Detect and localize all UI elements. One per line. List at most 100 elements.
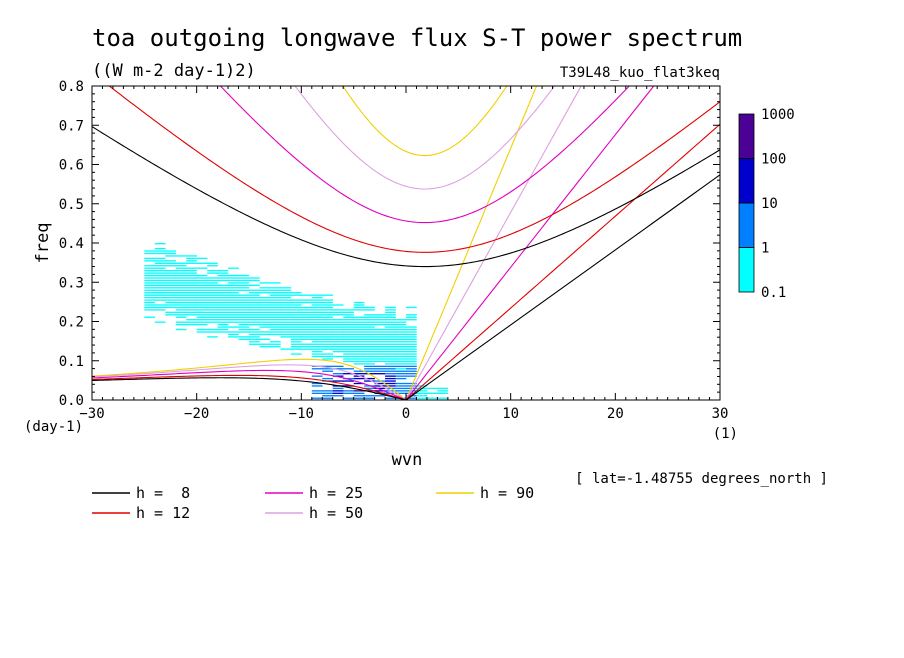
spectrum-cell-365 xyxy=(290,309,302,311)
spectrum-cell-167 xyxy=(207,296,218,299)
spectrum-cell-681 xyxy=(395,323,407,326)
spectrum-cell-89 xyxy=(175,287,187,289)
spectrum-cell-667 xyxy=(395,358,407,360)
spectrum-cell-429 xyxy=(322,390,334,392)
spectrum-cell-499 xyxy=(343,355,354,358)
spectrum-cell-666 xyxy=(395,360,407,363)
spectrum-cell-105 xyxy=(186,311,197,314)
spectrum-cell-218 xyxy=(228,299,239,301)
spectrum-cell-535 xyxy=(353,346,365,348)
spectrum-cell-93 xyxy=(175,277,187,279)
spectrum-cell-270 xyxy=(249,304,260,306)
spectrum-cell-603 xyxy=(374,346,386,348)
spectrum-cell-112 xyxy=(186,294,197,296)
spectrum-cell-655 xyxy=(395,390,407,392)
spectrum-cell-562 xyxy=(364,365,375,368)
spectrum-cell-378 xyxy=(301,331,313,333)
spectrum-cell-504 xyxy=(343,343,354,345)
spectrum-cell-615 xyxy=(374,314,386,316)
spectrum-cell-520 xyxy=(353,395,365,397)
x-unit-label: (1) xyxy=(713,426,738,442)
spectrum-cell-509 xyxy=(343,331,354,333)
spectrum-cell-727 xyxy=(437,390,449,392)
spectrum-cell-586 xyxy=(374,395,386,397)
spectrum-cell-651 xyxy=(385,309,396,311)
spectrum-cell-576 xyxy=(364,331,375,333)
spectrum-cell-461 xyxy=(332,392,344,394)
spectrum-cell-27 xyxy=(154,304,166,306)
spectrum-cell-10 xyxy=(144,287,156,289)
spectrum-cell-140 xyxy=(196,299,208,301)
spectrum-cell-212 xyxy=(228,314,239,316)
spectrum-cell-39 xyxy=(154,272,166,274)
spectrum-cell-312 xyxy=(269,316,281,318)
spectrum-cell-408 xyxy=(311,336,323,338)
spectrum-cell-131 xyxy=(196,321,208,323)
spectrum-cell-45 xyxy=(154,257,166,260)
spectrum-cell-704 xyxy=(406,343,417,345)
spectrum-cell-342 xyxy=(280,299,292,301)
spectrum-cell-386 xyxy=(301,311,313,314)
curve-h50-kelvin xyxy=(405,86,582,400)
spectrum-cell-647 xyxy=(385,319,396,321)
spectrum-cell-400 xyxy=(311,355,323,358)
spectrum-cell-254 xyxy=(238,274,250,277)
spectrum-cell-179 xyxy=(207,262,218,264)
spectrum-cell-389 xyxy=(301,301,313,304)
spectrum-cell-173 xyxy=(207,282,218,284)
spectrum-cell-343 xyxy=(280,296,292,299)
spectrum-cell-436 xyxy=(322,355,334,358)
x-tick-label: 30 xyxy=(712,406,729,422)
spectrum-cell-713 xyxy=(406,316,417,318)
spectrum-cell-88 xyxy=(175,289,187,291)
spectrum-cell-483 xyxy=(332,321,344,323)
spectrum-cell-643 xyxy=(385,328,396,331)
spectrum-cell-625 xyxy=(385,373,396,375)
spectrum-cell-241 xyxy=(238,309,250,311)
spectrum-cell-438 xyxy=(322,348,334,350)
colorbar-label: 1000 xyxy=(761,107,795,123)
spectrum-cell-641 xyxy=(385,333,396,336)
run-label: T39L48_kuo_flat3keq xyxy=(560,65,720,81)
spectrum-cell-231 xyxy=(238,336,250,338)
spectrum-cell-252 xyxy=(238,279,250,282)
spectrum-cell-147 xyxy=(196,282,208,284)
spectrum-cell-324 xyxy=(269,287,281,289)
spectrum-cell-124 xyxy=(186,262,197,264)
spectrum-cell-95 xyxy=(175,272,187,274)
spectrum-cell-217 xyxy=(228,301,239,304)
spectrum-cell-120 xyxy=(186,274,197,277)
spectrum-cell-623 xyxy=(385,377,396,380)
spectrum-cell-593 xyxy=(374,373,386,375)
spectrum-cell-484 xyxy=(332,319,344,321)
spectrum-cell-287 xyxy=(259,321,271,323)
spectrum-cell-611 xyxy=(374,323,386,326)
spectrum-cell-305 xyxy=(269,333,281,336)
spectrum-cell-638 xyxy=(385,341,396,343)
spectrum-cell-645 xyxy=(385,323,396,326)
spectrum-cell-477 xyxy=(332,336,344,338)
spectrum-cell-626 xyxy=(385,370,396,372)
spectrum-cell-387 xyxy=(301,309,313,311)
spectrum-cell-135 xyxy=(196,311,208,314)
spectrum-cell-247 xyxy=(238,294,250,296)
spectrum-cell-513 xyxy=(343,321,354,323)
curve-h90-rossby xyxy=(92,358,407,400)
y-axis-label: freq xyxy=(33,223,53,264)
spectrum-cell-325 xyxy=(269,282,281,284)
spectrum-cell-598 xyxy=(374,358,386,360)
spectrum-cell-125 xyxy=(186,260,197,262)
spectrum-cell-377 xyxy=(301,333,313,336)
spectrum-cell-110 xyxy=(186,299,197,301)
spectrum-cell-80 xyxy=(175,309,187,311)
spectrum-cell-159 xyxy=(207,316,218,318)
spectrum-cell-33 xyxy=(154,287,166,289)
colorbar-label: 10 xyxy=(761,196,778,212)
spectrum-cell-310 xyxy=(269,321,281,323)
spectrum-cell-709 xyxy=(406,331,417,333)
spectrum-cell-524 xyxy=(353,377,365,380)
spectrum-cell-285 xyxy=(259,326,271,328)
spectrum-cell-329 xyxy=(280,331,292,333)
spectrum-cell-221 xyxy=(228,292,239,294)
spectrum-cell-249 xyxy=(238,287,250,289)
